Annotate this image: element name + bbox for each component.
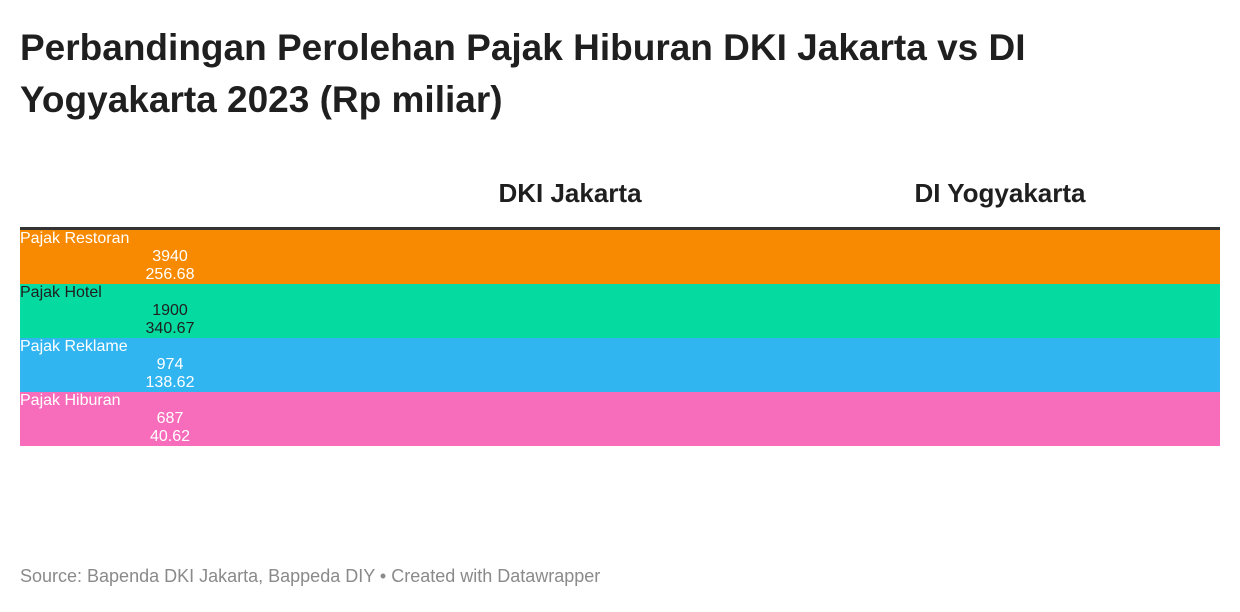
table-cell: 1900 [152, 302, 188, 319]
table-header: DKI Jakarta DI Yogyakarta [20, 170, 1220, 230]
table-cell: 974 [156, 356, 184, 373]
title: Perbandingan Perolehan Pajak Hiburan DKI… [20, 27, 1026, 120]
column-header: DKI Jakarta [498, 178, 642, 208]
table-cell: 687 [156, 410, 184, 427]
table-cell: 3940 [152, 248, 188, 265]
column-header: DI Yogyakarta [914, 178, 1086, 208]
table-cell: 340.67 [145, 320, 195, 337]
table-row: Pajak Hotel 1900 340.67 [20, 284, 1220, 338]
table-row: Pajak Restoran 3940 256.68 [20, 230, 1220, 284]
table: DKI Jakarta DI Yogyakarta Pajak Restoran… [20, 170, 1220, 446]
table-cell: 138.62 [145, 374, 195, 391]
table-body: Pajak Restoran 3940 256.68 Pajak Hotel 1900 3… [20, 230, 1220, 446]
row-label: Pajak Restoran [20, 230, 130, 247]
table-cell: 256.68 [145, 266, 195, 283]
source-note: Source: Bapenda DKI Jakarta, Bappeda DIY… [20, 566, 601, 586]
table-cell: 40.62 [149, 428, 191, 445]
table-row: Pajak Hiburan 687 40.62 [20, 392, 1220, 446]
row-label: Pajak Hotel [20, 284, 102, 301]
row-label: Pajak Hiburan [20, 392, 121, 409]
row-label: Pajak Reklame [20, 338, 128, 355]
table-row: Pajak Reklame 974 138.62 [20, 338, 1220, 392]
